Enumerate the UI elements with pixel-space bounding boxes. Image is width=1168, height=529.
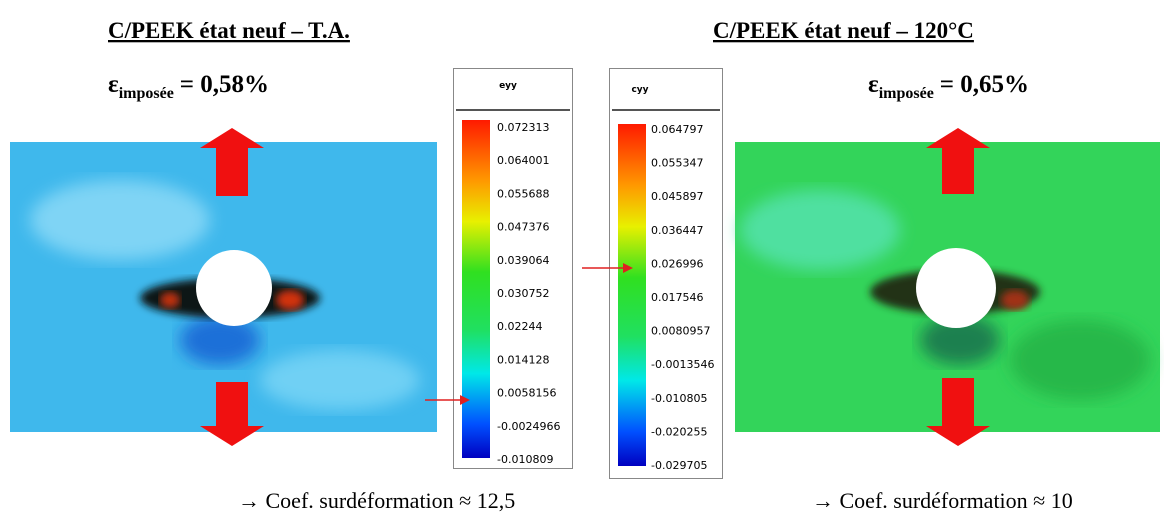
strain-symbol: ε (108, 71, 119, 98)
colorbar-label: -0.020255 (651, 425, 707, 438)
colorbar-label: 0.030752 (497, 287, 550, 300)
colorbar-label: 0.045897 (651, 190, 704, 203)
colorbar-label: 0.055688 (497, 187, 550, 200)
colorbar-label: -0.010805 (651, 392, 707, 405)
colorbar-label: -0.0024966 (497, 420, 560, 433)
strain-label: εimposée = 0,58% (108, 71, 269, 102)
colorbar-label: -0.029705 (651, 459, 707, 472)
strain-symbol: ε (868, 71, 879, 98)
colorbar-label: 0.039064 (497, 254, 550, 267)
colorbar: cyy (609, 68, 723, 479)
colorbar-label: 0.064797 (651, 123, 704, 136)
colorbar-label: 0.055347 (651, 157, 704, 170)
pointer-arrow (582, 263, 633, 273)
strain-label: εimposée = 0,65% (868, 71, 1029, 102)
colorbar-label: 0.014128 (497, 353, 550, 366)
colorbar-label: 0.02244 (497, 320, 543, 333)
strain-subscript: imposée (879, 85, 934, 102)
strain-value: = 0,58% (180, 71, 269, 98)
panel-title: C/PEEK état neuf – 120°C (713, 18, 974, 43)
strain-field-image (10, 128, 437, 446)
colorbar-label: -0.0013546 (651, 358, 714, 371)
colorbar-title: eyy (499, 81, 517, 91)
coefficient: → Coef. surdéformation ≈ 10 (812, 488, 1073, 513)
strain-subscript: imposée (119, 85, 174, 102)
colorbar-title: cyy (631, 85, 648, 95)
colorbar-label: 0.064001 (497, 154, 550, 167)
panel-title: C/PEEK état neuf – T.A. (108, 18, 350, 43)
colorbar-label: 0.0058156 (497, 387, 557, 400)
strain-value: = 0,65% (940, 71, 1029, 98)
colorbar-label: 0.036447 (651, 224, 704, 237)
colorbar-label: -0.010809 (497, 453, 553, 466)
colorbar-label: 0.047376 (497, 221, 550, 234)
strain-field-image (735, 128, 1160, 446)
colorbar-label: 0.0080957 (651, 325, 711, 338)
colorbar-label: 0.072313 (497, 121, 550, 134)
pointer-arrow (425, 395, 470, 405)
colorbar: eyy (453, 68, 573, 469)
colorbar-label: 0.026996 (651, 257, 704, 270)
colorbar-label: 0.017546 (651, 291, 704, 304)
coefficient: → Coef. surdéformation ≈ 12,5 (238, 488, 515, 513)
